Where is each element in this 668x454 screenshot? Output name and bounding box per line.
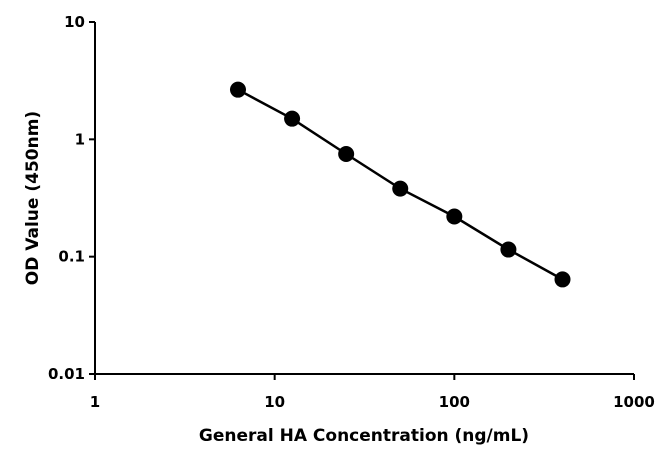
series (230, 82, 571, 288)
axes (95, 22, 634, 374)
x-axis-title: General HA Concentration (ng/mL) (199, 426, 529, 446)
data-point (338, 146, 354, 162)
y-tick-label: 10 (64, 13, 85, 31)
data-point (230, 82, 246, 98)
data-point (555, 271, 571, 287)
data-point (500, 242, 516, 258)
data-point (446, 208, 462, 224)
x-tick-label: 1000 (613, 393, 655, 411)
x-tick-label: 100 (439, 393, 470, 411)
y-tick-label: 0.01 (48, 365, 85, 383)
ticks: 0.01 0.1 1 10 1 10 100 1000 (48, 13, 655, 411)
y-tick-label: 1 (75, 130, 85, 148)
x-tick-label: 10 (264, 393, 285, 411)
data-point (392, 181, 408, 197)
x-tick-label: 1 (90, 393, 100, 411)
y-axis-title: OD Value (450nm) (23, 111, 43, 285)
y-tick-label: 0.1 (58, 248, 85, 266)
data-point (284, 111, 300, 127)
